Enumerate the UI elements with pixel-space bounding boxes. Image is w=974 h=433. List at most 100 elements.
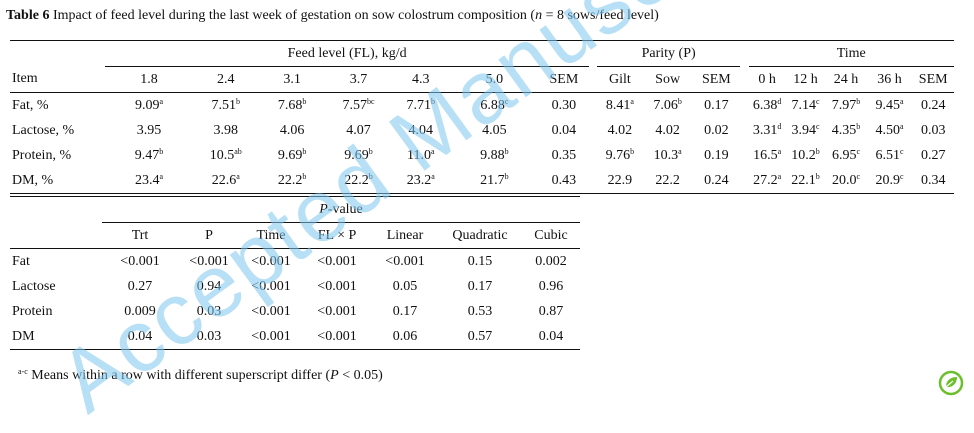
fl-value-cell: 4.05 [450, 118, 539, 143]
cell-value: 21.7 [480, 172, 505, 188]
pvalue-cell: <0.001 [317, 328, 357, 344]
cell-value: 20.9 [875, 172, 901, 188]
item-header: Item [10, 66, 106, 93]
pvalue-column-row: Trt P Time FL × P Linear Quadratic Cubic [10, 222, 580, 249]
cell-superscript: ab [234, 146, 242, 156]
fl-value-cell: 4.07 [325, 118, 391, 143]
cell-superscript: c [856, 146, 861, 156]
caption-n-symbol: n [535, 8, 543, 23]
cell-value: 9.47 [134, 147, 160, 163]
cell-value: 9.69 [344, 147, 369, 163]
fl-value-cell: 11.0a [392, 143, 450, 168]
footnote-superscript: a-c [18, 367, 28, 376]
pvalue-cell: 0.96 [538, 278, 564, 294]
cell-superscript: b [504, 146, 509, 156]
cell-value: 9.88 [480, 147, 505, 163]
time-value-cell: 7.14c [786, 93, 825, 119]
cell-value: 10.3 [653, 147, 679, 163]
pvalue-cell: 0.04 [538, 328, 564, 344]
pvalue-col-header: Trt [102, 222, 178, 249]
cell-superscript: c [856, 171, 861, 181]
time-value-cell: 3.94c [786, 118, 825, 143]
table-row: Protein, % 9.47b 10.5ab 9.69b 9.69b 11.0a 9.88… [10, 143, 954, 168]
time-value-cell: 3.31d [749, 118, 786, 143]
time-value-cell: 6.51c [867, 143, 913, 168]
time-value-cell: 22.1b [786, 168, 825, 194]
fl-value-cell: 23.2a [392, 168, 450, 194]
cell-value: 4.02 [607, 122, 633, 138]
cell-superscript: b [431, 96, 435, 106]
time-value-cell: 6.38d [749, 93, 786, 119]
pvalue-col-header: Linear [372, 222, 438, 249]
table-row: Lactose 0.27 0.94 <0.001 <0.001 0.05 0.17 0.96 [10, 274, 580, 299]
table-row: Fat, % 9.09a 7.51b 7.68b 7.57bc 7.71b 6.88c 0.3… [10, 93, 954, 119]
table-caption: Table 6 Impact of feed level during the … [6, 8, 659, 24]
cell-value: 3.31 [752, 122, 778, 138]
cell-value: 22.1 [791, 172, 816, 188]
gap-cell [740, 93, 748, 119]
cell-value: 7.57 [342, 97, 367, 113]
cell-superscript: b [368, 146, 373, 156]
cell-value: 22.2 [277, 172, 303, 188]
cell-superscript: b [235, 96, 240, 106]
fl-value-cell: 3.95 [105, 118, 192, 143]
sem-cell: 0.34 [920, 172, 946, 188]
cell-value: 23.2 [406, 172, 432, 188]
cell-value: 22.9 [607, 172, 633, 188]
table-row: DM 0.04 0.03 <0.001 <0.001 0.06 0.57 0.04 [10, 324, 580, 350]
cell-value: 4.50 [875, 122, 901, 138]
cell-superscript: d [777, 121, 782, 131]
gap-cell [740, 143, 748, 168]
cell-value: 20.0 [831, 172, 857, 188]
cell-value: 3.98 [213, 122, 238, 138]
cell-value: 4.05 [482, 122, 507, 138]
pvalue-group-row: P-value [10, 196, 580, 223]
cell-value: 9.76 [605, 147, 631, 163]
cell-superscript: a [159, 171, 164, 181]
fl-value-cell: 9.88b [450, 143, 539, 168]
row-item-label: DM, % [12, 172, 54, 188]
parity-value-cell: 7.06b [643, 93, 693, 119]
sem-header: SEM [692, 66, 741, 93]
cell-value: 7.51 [211, 97, 236, 113]
fl-value-cell: 4.06 [259, 118, 325, 143]
time-value-cell: 16.5a [749, 143, 786, 168]
row-item-label: Fat, % [12, 97, 49, 113]
time-header: 12 h [785, 66, 826, 93]
table-row: Fat <0.001 <0.001 <0.001 <0.001 <0.001 0.15 0.0… [10, 249, 580, 275]
fl-value-cell: 9.69b [259, 143, 325, 168]
pvalue-cell: 0.27 [127, 278, 153, 294]
cell-value: 7.97 [831, 97, 857, 113]
table-row: Protein 0.009 0.03 <0.001 <0.001 0.17 0.53 0.87 [10, 299, 580, 324]
cell-superscript: b [159, 146, 164, 156]
cell-superscript: d [777, 96, 782, 106]
group-feed-level: Feed level (FL), kg/d [105, 40, 589, 67]
cell-value: 16.5 [753, 147, 778, 163]
cell-superscript: a [159, 96, 164, 106]
cell-value: 22.2 [655, 172, 680, 188]
pvalue-cell: <0.001 [251, 328, 291, 344]
pvalue-cell: 0.03 [196, 328, 222, 344]
fl-value-cell: 21.7b [450, 168, 539, 194]
leaf-logo-icon [938, 370, 964, 396]
pvalue-p-symbol: P [319, 201, 328, 217]
pvalue-cell: 0.53 [467, 303, 493, 319]
row-item-label: Lactose [12, 278, 56, 294]
cell-value: 8.41 [605, 97, 631, 113]
cell-superscript: a [777, 146, 782, 156]
pvalue-col-header: FL × P [302, 222, 372, 249]
fl-value-cell: 22.2b [259, 168, 325, 194]
cell-value: 3.94 [791, 122, 817, 138]
sem-cell: 0.19 [704, 147, 729, 163]
cell-value: 3.95 [136, 122, 162, 138]
pvalue-col-header: Quadratic [438, 222, 522, 249]
cell-value: 23.4 [134, 172, 160, 188]
time-header: 0 h [748, 66, 786, 93]
parity-header: Gilt [597, 66, 643, 93]
cell-value: 9.09 [134, 97, 160, 113]
footnote-text: Means within a row with different supers… [27, 368, 331, 383]
fl-header: 3.1 [258, 66, 326, 93]
parity-value-cell: 22.9 [597, 168, 643, 194]
sem-header: SEM [539, 66, 589, 93]
fl-value-cell: 10.5ab [193, 143, 259, 168]
